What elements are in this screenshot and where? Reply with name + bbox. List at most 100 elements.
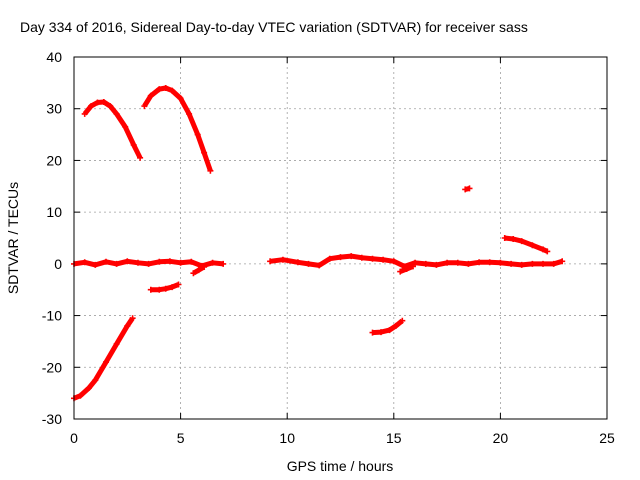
data-point [305,260,312,267]
series-group [267,253,566,270]
series-group [71,258,227,269]
x-tick-label: 5 [177,430,185,446]
data-point [465,260,472,267]
data-point [169,87,176,94]
x-axis-label: GPS time / hours [287,458,394,474]
data-point [92,377,99,384]
data-point [316,262,323,269]
x-tick-label: 25 [599,430,615,446]
data-point [486,259,493,266]
data-point [348,253,355,260]
data-point [135,259,141,266]
data-point [107,103,114,110]
data-point [390,258,397,265]
data-point [369,255,376,262]
data-point [190,270,197,277]
data-point [166,258,173,265]
data-point [113,341,120,347]
x-tick-label: 10 [279,430,295,446]
x-tick-label: 20 [493,430,509,446]
data-point [476,259,483,266]
data-point [378,329,384,336]
data-point [369,329,376,336]
data-point [122,123,129,130]
y-tick-label: -20 [42,359,62,375]
data-point [201,264,208,270]
data-point [518,261,525,268]
y-tick-label: 30 [46,101,62,117]
data-point [103,359,109,366]
data-point [186,110,193,117]
series-trace [269,253,563,269]
data-point [124,258,131,265]
data-point [392,322,399,329]
data-point [326,255,333,262]
data-point [220,260,227,267]
series-group [190,264,208,277]
series-group [369,317,406,336]
data-point [501,235,508,241]
data-point [540,246,546,253]
data-point [454,259,461,266]
data-point [88,103,95,110]
y-tick-label: 0 [54,256,62,272]
axis-ticks [73,56,608,420]
data-point [207,167,214,174]
data-point [279,256,286,263]
data-point [294,259,301,266]
data-point [94,99,101,106]
data-point [77,392,84,399]
data-point [550,260,557,267]
data-point [156,86,163,93]
data-point [156,258,163,265]
data-point [103,258,109,265]
data-point [397,268,404,275]
y-tick-label: -10 [42,308,62,324]
y-tick-labels: -30 -20 -10 0 10 20 30 40 [42,49,62,427]
series-group [71,315,136,402]
data-point [529,260,536,267]
series-group [81,99,144,161]
data-point [145,260,152,267]
data-point [124,322,131,329]
y-axis-label: SDTVAR / TECUs [5,182,21,294]
y-tick-label: -30 [42,411,62,427]
data-point [194,131,201,138]
x-tick-labels: 0 5 10 15 20 25 [70,430,615,446]
data-point [510,236,517,242]
data-point [518,238,525,245]
data-point [337,254,344,261]
data-point [81,259,88,266]
data-point [81,110,88,117]
data-point [162,85,169,91]
data-point [177,95,184,102]
data-point [147,92,154,99]
x-tick-label: 0 [70,430,78,446]
x-tick-label: 15 [386,430,402,446]
data-point [85,385,92,391]
data-point [410,263,416,270]
data-point [466,185,473,192]
data-point [386,327,393,334]
data-point [497,259,504,266]
data-point [177,259,184,266]
data-point [129,315,136,322]
series-trace [142,85,213,172]
data-point [540,260,546,267]
data-point [508,260,515,267]
data-point [100,99,107,105]
data-point [380,256,387,263]
data-point [113,260,120,267]
data-point [162,285,169,292]
series-group [462,185,473,193]
data-point [209,259,216,266]
plot-frame [73,56,608,420]
series-group [397,263,416,275]
data-series [71,85,566,402]
data-point [130,141,137,148]
series-group [147,281,182,293]
data-point [156,286,163,293]
data-point [433,261,440,268]
data-point [422,260,429,267]
